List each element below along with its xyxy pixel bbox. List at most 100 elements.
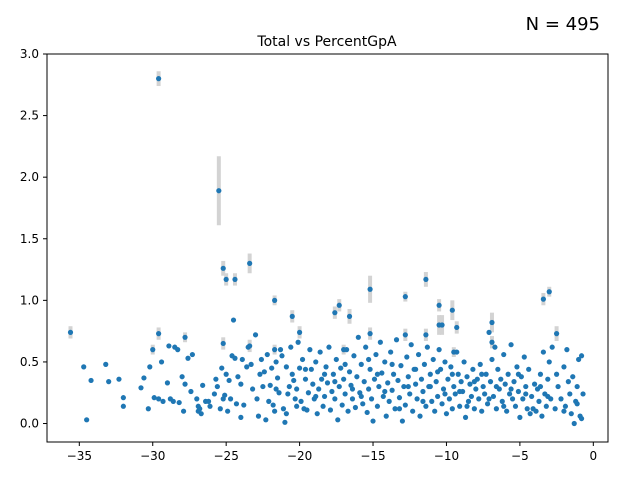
data-point <box>504 408 510 414</box>
data-point <box>317 349 323 355</box>
data-point <box>555 383 561 390</box>
data-point <box>296 365 303 371</box>
x-tick-label: −20 <box>287 449 312 463</box>
data-point <box>451 349 457 355</box>
data-point <box>401 383 407 390</box>
data-point <box>321 371 328 377</box>
data-point <box>160 398 166 404</box>
data-point <box>274 375 281 381</box>
data-point <box>151 395 157 401</box>
data-point <box>211 391 218 397</box>
data-point <box>207 403 213 409</box>
y-tick-label: 2.5 <box>20 109 39 123</box>
data-point <box>530 406 536 412</box>
data-point <box>223 371 229 377</box>
x-tick-label: −15 <box>360 449 385 463</box>
data-point <box>448 364 454 370</box>
y-tick-label: 1.5 <box>20 232 39 246</box>
data-point <box>170 398 176 404</box>
data-point <box>451 383 457 390</box>
data-point <box>280 406 287 412</box>
data-point <box>473 386 479 392</box>
data-point <box>88 377 94 384</box>
data-point <box>382 388 388 395</box>
data-point <box>294 403 300 409</box>
y-tick-label: 3.0 <box>20 47 39 61</box>
data-point <box>313 359 319 365</box>
data-point <box>568 411 574 417</box>
data-point <box>398 363 404 369</box>
data-point <box>277 347 284 353</box>
data-point <box>367 331 373 337</box>
data-point <box>442 359 448 365</box>
data-point <box>302 366 309 372</box>
data-point <box>374 371 381 377</box>
data-point <box>430 356 436 363</box>
data-point <box>402 294 408 300</box>
data-point <box>529 393 535 400</box>
data-point <box>417 413 423 419</box>
data-point <box>302 376 309 382</box>
data-point <box>526 366 532 372</box>
data-point <box>346 313 353 319</box>
data-point <box>536 398 542 404</box>
data-point <box>250 386 256 392</box>
data-point <box>272 297 278 303</box>
data-point <box>467 381 473 387</box>
data-point <box>323 364 329 370</box>
data-point <box>373 351 379 358</box>
data-point <box>106 379 112 385</box>
data-point <box>508 386 514 392</box>
x-tick-label: −25 <box>214 449 239 463</box>
data-point <box>116 376 122 382</box>
data-point <box>552 406 558 412</box>
data-point <box>217 406 223 412</box>
data-point <box>266 398 272 404</box>
data-point <box>415 351 422 358</box>
data-point <box>455 371 461 377</box>
data-point <box>223 276 229 283</box>
data-point <box>512 403 519 409</box>
data-point <box>423 403 429 409</box>
data-point <box>458 379 464 385</box>
data-point <box>238 414 244 420</box>
data-point <box>540 296 546 302</box>
data-point <box>370 418 376 424</box>
data-point <box>561 408 567 414</box>
data-point <box>424 344 430 350</box>
data-point <box>507 391 513 397</box>
data-point <box>285 391 291 397</box>
data-point <box>276 390 282 396</box>
data-point <box>371 376 378 382</box>
data-point <box>553 371 560 377</box>
data-point <box>487 379 494 385</box>
data-point <box>468 393 475 400</box>
data-point <box>429 398 435 404</box>
data-point <box>423 332 429 338</box>
data-point <box>442 391 448 397</box>
data-point <box>540 349 546 355</box>
data-point <box>283 411 289 417</box>
data-point <box>501 403 507 409</box>
data-point <box>443 411 450 417</box>
data-point <box>523 391 529 397</box>
data-point <box>386 398 392 404</box>
data-point <box>576 356 582 363</box>
data-point <box>440 386 447 392</box>
data-point <box>549 344 555 350</box>
data-point <box>239 356 245 363</box>
data-point <box>470 366 476 372</box>
data-point <box>402 402 408 408</box>
data-point <box>84 417 90 423</box>
data-point <box>511 379 517 385</box>
data-point <box>439 401 445 407</box>
data-point <box>241 402 247 408</box>
data-point <box>336 302 342 308</box>
data-point <box>499 398 505 404</box>
data-point <box>261 369 267 375</box>
data-point <box>374 403 381 409</box>
data-point <box>408 342 414 348</box>
data-point <box>361 379 367 385</box>
data-point <box>355 334 361 340</box>
data-point <box>172 344 178 350</box>
